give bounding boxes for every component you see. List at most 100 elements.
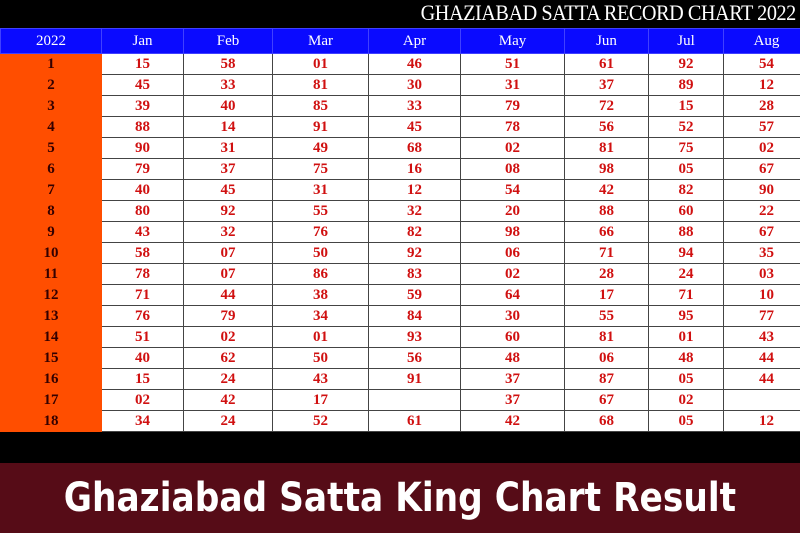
result-cell: 91 <box>368 368 461 390</box>
result-cell: 64 <box>460 284 565 306</box>
result-cell <box>723 389 800 411</box>
result-cell: 85 <box>272 95 369 117</box>
result-cell: 98 <box>460 221 565 243</box>
day-cell: 5 <box>0 137 102 159</box>
result-cell: 02 <box>460 137 565 159</box>
result-cell: 35 <box>723 242 800 264</box>
result-cell: 30 <box>460 305 565 327</box>
table-row: 12 71 44 38 59 64 17 71 10 <box>0 284 800 306</box>
result-cell: 56 <box>564 116 649 138</box>
result-cell: 44 <box>723 368 800 390</box>
result-cell: 93 <box>368 326 461 348</box>
result-cell: 37 <box>460 368 565 390</box>
result-cell: 67 <box>723 158 800 180</box>
result-cell: 51 <box>101 326 184 348</box>
day-cell: 4 <box>0 116 102 138</box>
result-cell: 28 <box>564 263 649 285</box>
table-body: 1 15 58 01 46 51 61 92 54 2 45 33 81 30 31 37 89 12 3 39 40 8… <box>0 53 800 432</box>
result-cell: 68 <box>564 410 649 432</box>
result-cell: 01 <box>272 326 369 348</box>
result-cell: 15 <box>648 95 724 117</box>
result-cell: 32 <box>183 221 273 243</box>
result-cell: 07 <box>183 263 273 285</box>
table-row: 15 40 62 50 56 48 06 48 44 <box>0 347 800 369</box>
table-row: 10 58 07 50 92 06 71 94 35 <box>0 242 800 264</box>
result-cell: 98 <box>564 158 649 180</box>
result-cell: 84 <box>368 305 461 327</box>
result-cell: 06 <box>564 347 649 369</box>
day-cell: 18 <box>0 410 102 432</box>
day-cell: 16 <box>0 368 102 390</box>
result-cell: 44 <box>723 347 800 369</box>
result-cell: 94 <box>648 242 724 264</box>
result-cell: 80 <box>101 200 184 222</box>
result-cell: 34 <box>272 305 369 327</box>
result-cell: 90 <box>723 179 800 201</box>
table-row: 1 15 58 01 46 51 61 92 54 <box>0 53 800 75</box>
header-month: Aug <box>723 28 800 54</box>
result-cell: 92 <box>648 53 724 75</box>
result-cell: 81 <box>564 137 649 159</box>
result-cell: 02 <box>183 326 273 348</box>
result-cell: 50 <box>272 347 369 369</box>
result-cell: 42 <box>460 410 565 432</box>
result-cell: 78 <box>101 263 184 285</box>
table-row: 11 78 07 86 83 02 28 24 03 <box>0 263 800 285</box>
result-cell: 88 <box>564 200 649 222</box>
result-cell: 42 <box>564 179 649 201</box>
banner-overlay: Ghaziabad Satta King Chart Result <box>0 463 800 533</box>
header-month: Apr <box>368 28 461 54</box>
result-cell: 87 <box>564 368 649 390</box>
result-cell <box>368 389 461 411</box>
day-cell: 1 <box>0 53 102 75</box>
result-cell: 59 <box>368 284 461 306</box>
result-cell: 01 <box>648 326 724 348</box>
result-cell: 78 <box>460 116 565 138</box>
result-cell: 67 <box>564 389 649 411</box>
result-cell: 43 <box>723 326 800 348</box>
table-row: 5 90 31 49 68 02 81 75 02 <box>0 137 800 159</box>
result-cell: 12 <box>723 74 800 96</box>
result-cell: 89 <box>648 74 724 96</box>
result-cell: 45 <box>183 179 273 201</box>
header-year: 2022 <box>0 28 102 54</box>
result-cell: 61 <box>564 53 649 75</box>
result-cell: 81 <box>564 326 649 348</box>
result-cell: 33 <box>183 74 273 96</box>
result-cell: 46 <box>368 53 461 75</box>
table-row: 8 80 92 55 32 20 88 60 22 <box>0 200 800 222</box>
banner-text: Ghaziabad Satta King Chart Result <box>63 475 737 521</box>
table-row: 17 02 42 17 37 67 02 <box>0 389 800 411</box>
result-cell: 83 <box>368 263 461 285</box>
result-cell: 22 <box>723 200 800 222</box>
result-cell: 24 <box>648 263 724 285</box>
result-cell: 40 <box>183 95 273 117</box>
day-cell: 13 <box>0 305 102 327</box>
result-cell: 06 <box>460 242 565 264</box>
header-month: May <box>460 28 565 54</box>
result-cell: 51 <box>460 53 565 75</box>
result-cell: 08 <box>460 158 565 180</box>
header-month: Mar <box>272 28 369 54</box>
result-cell: 67 <box>723 221 800 243</box>
table-row: 7 40 45 31 12 54 42 82 90 <box>0 179 800 201</box>
header-month: Feb <box>183 28 273 54</box>
day-cell: 3 <box>0 95 102 117</box>
header-month: Jun <box>564 28 649 54</box>
result-cell: 60 <box>460 326 565 348</box>
result-cell: 92 <box>368 242 461 264</box>
table-header-row: 2022 Jan Feb Mar Apr May Jun Jul Aug <box>0 28 800 54</box>
result-cell: 45 <box>368 116 461 138</box>
result-cell: 75 <box>648 137 724 159</box>
result-cell: 31 <box>460 74 565 96</box>
table-row: 18 34 24 52 61 42 68 05 12 <box>0 410 800 432</box>
record-table: 2022 Jan Feb Mar Apr May Jun Jul Aug 1 15 58 01 46 51… <box>0 28 800 432</box>
result-cell: 57 <box>723 116 800 138</box>
result-cell: 55 <box>564 305 649 327</box>
result-cell: 31 <box>272 179 369 201</box>
result-cell: 37 <box>183 158 273 180</box>
day-cell: 12 <box>0 284 102 306</box>
result-cell: 07 <box>183 242 273 264</box>
result-cell: 75 <box>272 158 369 180</box>
result-cell: 42 <box>183 389 273 411</box>
